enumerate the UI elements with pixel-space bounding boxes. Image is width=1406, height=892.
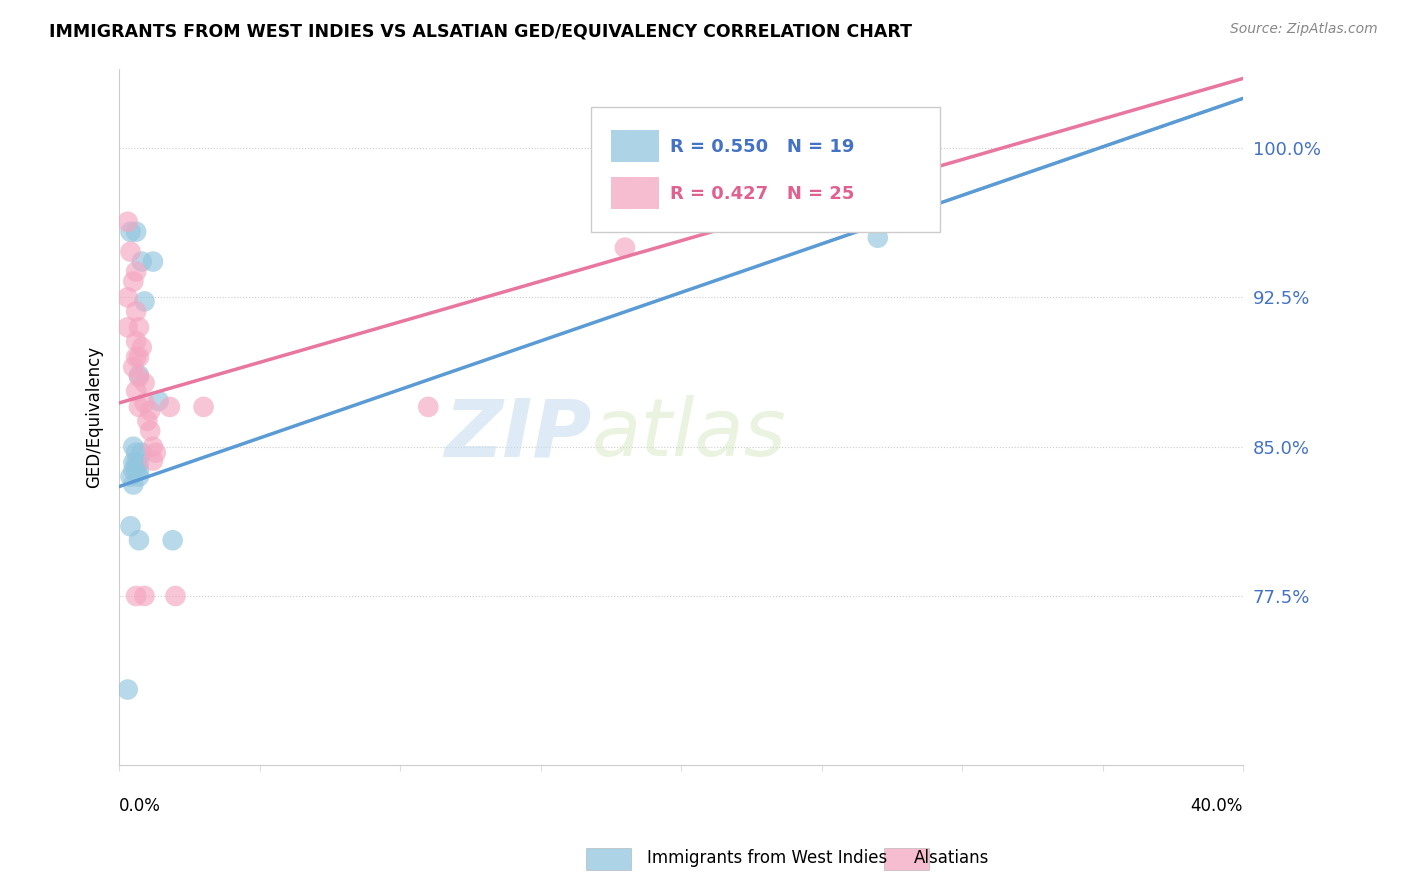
- Point: [613, 241, 636, 255]
- Point: [128, 456, 150, 470]
- Point: [139, 424, 162, 438]
- Point: [128, 464, 150, 478]
- Point: [128, 400, 150, 414]
- Text: Source: ZipAtlas.com: Source: ZipAtlas.com: [1230, 22, 1378, 37]
- Point: [120, 519, 142, 533]
- Text: R = 0.550   N = 19: R = 0.550 N = 19: [669, 137, 855, 155]
- Text: 0.0%: 0.0%: [120, 797, 162, 815]
- Point: [125, 304, 148, 318]
- Point: [122, 360, 145, 375]
- Point: [122, 477, 145, 491]
- Point: [128, 350, 150, 364]
- Point: [125, 334, 148, 349]
- FancyBboxPatch shape: [612, 130, 658, 161]
- Point: [418, 400, 440, 414]
- Point: [122, 440, 145, 454]
- Point: [128, 469, 150, 483]
- Point: [142, 254, 165, 268]
- Point: [148, 393, 170, 408]
- Point: [122, 464, 145, 478]
- FancyBboxPatch shape: [612, 178, 658, 210]
- Text: Immigrants from West Indies: Immigrants from West Indies: [647, 849, 887, 867]
- FancyBboxPatch shape: [592, 107, 939, 232]
- Point: [134, 589, 156, 603]
- Point: [134, 294, 156, 309]
- Point: [117, 215, 139, 229]
- Text: atlas: atlas: [592, 395, 786, 474]
- Point: [125, 225, 148, 239]
- Point: [145, 445, 167, 459]
- Point: [193, 400, 215, 414]
- Point: [117, 320, 139, 334]
- Point: [136, 414, 159, 428]
- Point: [866, 230, 889, 244]
- Text: R = 0.427   N = 25: R = 0.427 N = 25: [669, 185, 855, 202]
- Point: [122, 275, 145, 289]
- Point: [122, 456, 145, 470]
- Point: [142, 453, 165, 467]
- Point: [125, 456, 148, 470]
- Point: [125, 464, 148, 478]
- Point: [125, 384, 148, 398]
- Point: [120, 244, 142, 259]
- Point: [134, 376, 156, 390]
- Point: [131, 445, 153, 459]
- Point: [125, 264, 148, 278]
- Y-axis label: GED/Equivalency: GED/Equivalency: [86, 346, 103, 488]
- Point: [120, 469, 142, 483]
- Point: [162, 533, 184, 548]
- Text: Alsatians: Alsatians: [914, 849, 990, 867]
- Point: [120, 225, 142, 239]
- Point: [139, 404, 162, 418]
- Point: [128, 533, 150, 548]
- Point: [131, 254, 153, 268]
- Text: 40.0%: 40.0%: [1191, 797, 1243, 815]
- Point: [125, 350, 148, 364]
- Text: IMMIGRANTS FROM WEST INDIES VS ALSATIAN GED/EQUIVALENCY CORRELATION CHART: IMMIGRANTS FROM WEST INDIES VS ALSATIAN …: [49, 22, 912, 40]
- Point: [838, 204, 860, 219]
- Point: [159, 400, 181, 414]
- Point: [125, 445, 148, 459]
- Point: [128, 370, 150, 384]
- Point: [134, 396, 156, 410]
- Point: [125, 589, 148, 603]
- Point: [165, 589, 187, 603]
- Point: [128, 320, 150, 334]
- Text: ZIP: ZIP: [444, 395, 592, 474]
- Point: [117, 290, 139, 304]
- Point: [142, 440, 165, 454]
- Point: [128, 368, 150, 382]
- Point: [131, 340, 153, 354]
- Point: [117, 682, 139, 697]
